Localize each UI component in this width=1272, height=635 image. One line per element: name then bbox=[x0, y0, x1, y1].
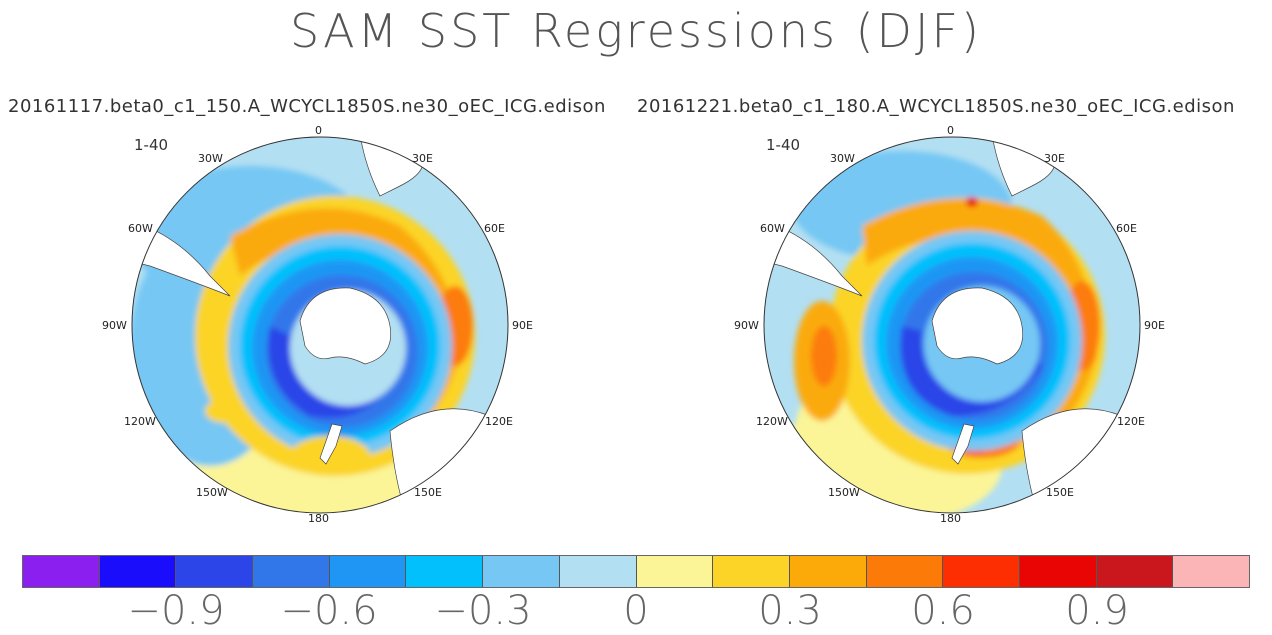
colorbar bbox=[22, 555, 1250, 588]
lon-label-180: 180 bbox=[308, 512, 329, 525]
colorbar-swatch bbox=[713, 556, 790, 587]
colorbar-tick: −0.3 bbox=[434, 588, 532, 634]
colorbar-swatch bbox=[1173, 556, 1249, 587]
field-shape bbox=[966, 197, 978, 207]
colorbar-tick: −0.9 bbox=[127, 588, 225, 634]
polar-map-2 bbox=[763, 136, 1141, 514]
colorbar-swatch bbox=[23, 556, 100, 587]
colorbar-swatch bbox=[406, 556, 484, 587]
panel-2-range: 1-40 bbox=[766, 136, 801, 154]
lon-label-150w: 150W bbox=[828, 486, 860, 499]
panel-1-subtitle: 20161117.beta0_c1_150.A_WCYCL1850S.ne30_… bbox=[8, 96, 606, 117]
colorbar-tick: 0.3 bbox=[758, 588, 822, 634]
colorbar-swatch bbox=[253, 556, 330, 587]
colorbar-swatch bbox=[943, 556, 1020, 587]
lon-label-0: 0 bbox=[315, 124, 322, 137]
map-boundary bbox=[131, 136, 509, 514]
panel-1-range: 1-40 bbox=[134, 136, 169, 154]
polar-map-1 bbox=[131, 136, 509, 514]
lon-label-150e: 150E bbox=[414, 486, 442, 499]
antarctica-land bbox=[931, 287, 1024, 365]
colorbar-tick: −0.6 bbox=[280, 588, 378, 634]
colorbar-swatch bbox=[866, 556, 944, 587]
lon-label-30w: 30W bbox=[830, 152, 855, 165]
panel-2-subtitle: 20161221.beta0_c1_180.A_WCYCL1850S.ne30_… bbox=[637, 96, 1235, 117]
colorbar-tick: 0 bbox=[623, 588, 649, 634]
new-zealand-land bbox=[951, 423, 975, 465]
new-zealand-land bbox=[319, 423, 343, 465]
colorbar-swatch bbox=[789, 556, 867, 587]
lon-label-30w: 30W bbox=[198, 152, 223, 165]
lon-label-90e: 90E bbox=[1144, 319, 1165, 332]
plot-title: SAM SST Regressions (DJF) bbox=[290, 4, 982, 58]
field-shape bbox=[205, 399, 245, 423]
colorbar-swatch bbox=[99, 556, 177, 587]
colorbar-swatch bbox=[559, 556, 637, 587]
lon-label-120w: 120W bbox=[756, 415, 788, 428]
colorbar-tick: 0.6 bbox=[911, 588, 975, 634]
field-shape bbox=[811, 326, 837, 386]
map-panel-2: 1-40 0 30E 60E 90E 120E 150E 180 150W 12… bbox=[734, 124, 1165, 526]
map-panel-1: 1-40 0 30E 60E 90E 120E 150E 180 150W 12… bbox=[102, 124, 533, 526]
lon-label-60w: 60W bbox=[128, 222, 153, 235]
colorbar-swatch bbox=[483, 556, 560, 587]
colorbar-swatch bbox=[329, 556, 407, 587]
lon-label-150e: 150E bbox=[1046, 486, 1074, 499]
lon-label-90w: 90W bbox=[734, 319, 759, 332]
lon-label-30e: 30E bbox=[412, 152, 433, 165]
colorbar-swatch bbox=[176, 556, 254, 587]
lon-label-30e: 30E bbox=[1044, 152, 1065, 165]
lon-label-120e: 120E bbox=[1117, 415, 1145, 428]
lon-label-60e: 60E bbox=[1116, 222, 1137, 235]
lon-label-120w: 120W bbox=[124, 415, 156, 428]
lon-label-0: 0 bbox=[947, 124, 954, 137]
lon-label-60e: 60E bbox=[484, 222, 505, 235]
colorbar-tick: 0.9 bbox=[1065, 588, 1129, 634]
lon-label-120e: 120E bbox=[485, 415, 513, 428]
colorbar-swatch bbox=[636, 556, 714, 587]
lon-label-90e: 90E bbox=[512, 319, 533, 332]
antarctica-land bbox=[299, 287, 392, 365]
lon-label-150w: 150W bbox=[196, 486, 228, 499]
lon-label-60w: 60W bbox=[760, 222, 785, 235]
lon-label-90w: 90W bbox=[102, 319, 127, 332]
map-boundary bbox=[763, 136, 1141, 514]
colorbar-swatch bbox=[1019, 556, 1097, 587]
lon-label-180: 180 bbox=[940, 512, 961, 525]
colorbar-swatch bbox=[1096, 556, 1174, 587]
